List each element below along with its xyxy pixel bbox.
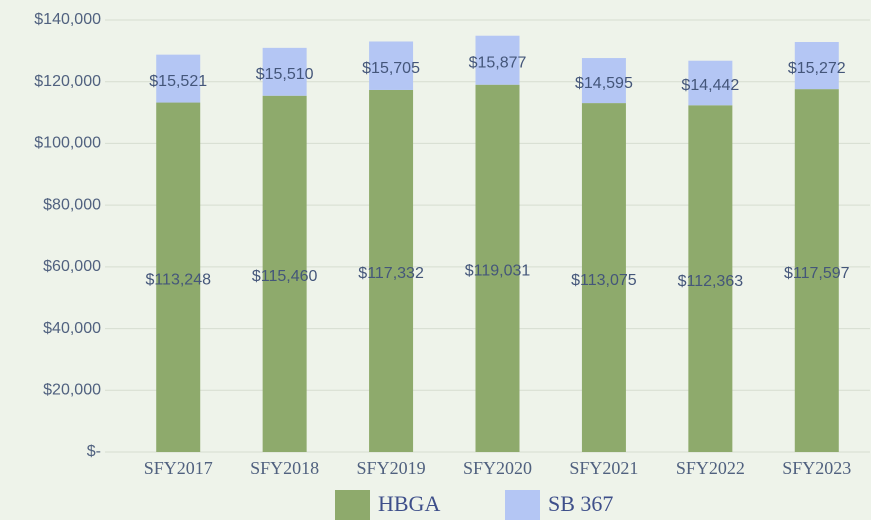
legend-label: HBGA (378, 491, 440, 516)
y-tick-label: $40,000 (43, 320, 101, 337)
y-tick-label: $80,000 (43, 196, 101, 213)
data-label: $113,075 (571, 272, 637, 289)
data-label: $115,460 (252, 268, 318, 285)
bar-segment (688, 60, 733, 106)
bar-segment (475, 35, 520, 85)
data-label: $15,877 (469, 54, 527, 71)
bar-segment (369, 41, 414, 90)
y-tick-label: $20,000 (43, 382, 101, 399)
y-tick-label: $140,000 (34, 11, 101, 28)
data-label: $117,332 (358, 265, 424, 282)
data-label: $112,363 (678, 273, 744, 290)
x-tick-label: SFY2023 (782, 458, 851, 478)
y-tick-label: $- (87, 443, 101, 460)
bar-segment (262, 47, 307, 96)
data-label: $15,510 (256, 66, 314, 83)
legend-label: SB 367 (548, 491, 613, 516)
x-tick-label: SFY2017 (144, 458, 213, 478)
bar-segment (475, 84, 520, 452)
bar-segment (581, 58, 626, 104)
data-label: $14,442 (681, 77, 739, 94)
y-tick-label: $120,000 (34, 73, 101, 90)
y-tick-label: $100,000 (34, 135, 101, 152)
bar-segment (794, 89, 839, 452)
bar-segment (688, 105, 733, 453)
bar-segment (369, 89, 414, 453)
bar-segment (156, 54, 201, 103)
data-label: $119,031 (465, 263, 531, 280)
x-tick-label: SFY2022 (676, 458, 745, 478)
bar-segment (581, 103, 626, 452)
x-tick-label: SFY2021 (569, 458, 638, 478)
x-tick-label: SFY2019 (357, 458, 426, 478)
x-tick-label: SFY2020 (463, 458, 532, 478)
legend-swatch (505, 490, 540, 520)
data-label: $113,248 (145, 271, 211, 288)
bar-segment (794, 42, 839, 90)
data-label: $15,272 (788, 60, 846, 77)
data-label: $14,595 (575, 75, 633, 92)
legend-swatch (335, 490, 370, 520)
data-label: $15,521 (149, 73, 207, 90)
bar-segment (156, 102, 201, 453)
data-label: $117,597 (784, 265, 850, 282)
data-label: $15,705 (362, 60, 420, 77)
x-tick-label: SFY2018 (250, 458, 319, 478)
y-tick-label: $60,000 (43, 258, 101, 275)
bar-segment (262, 95, 307, 453)
